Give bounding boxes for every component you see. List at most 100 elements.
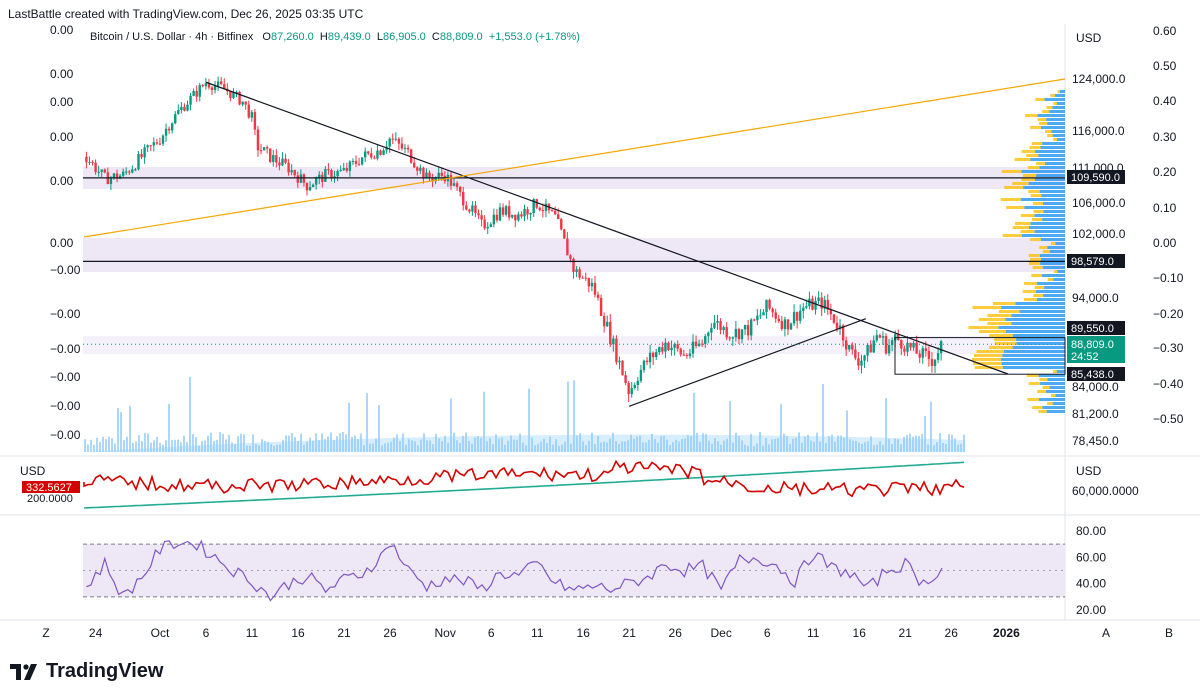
profile-bar-yellow <box>987 314 1012 317</box>
profile-bar-yellow <box>988 346 1013 349</box>
tradingview-logo-icon <box>10 663 37 680</box>
right-scale-label: −0.40 <box>1153 377 1184 391</box>
volume-bar <box>471 443 473 452</box>
volume-bar <box>348 402 350 452</box>
volume-bar <box>657 442 659 452</box>
volume-bar <box>282 440 284 452</box>
candle-body <box>863 355 866 361</box>
candle-body <box>590 282 594 287</box>
volume-bar <box>174 439 176 452</box>
candle-body <box>750 319 753 336</box>
candle-body <box>746 325 750 336</box>
profile-bar-yellow <box>1037 118 1047 121</box>
last-price-text: 88,809.0 <box>1071 339 1114 351</box>
profile-bar-yellow <box>1045 130 1052 133</box>
axis-b-label: B <box>1165 626 1173 640</box>
right-scale-label: 0.60 <box>1153 24 1177 38</box>
candle-body <box>713 322 716 328</box>
volume-bar <box>807 434 809 452</box>
candle-body <box>250 112 254 118</box>
volume-bar <box>708 440 710 452</box>
volume-bar <box>87 444 89 452</box>
price-badge-text: 98,579.0 <box>1071 256 1114 268</box>
profile-bar-yellow <box>1047 402 1053 405</box>
profile-bar-blue <box>1049 386 1065 389</box>
volume-bar <box>273 445 275 452</box>
candle-body <box>676 344 679 349</box>
candle-body <box>146 145 149 148</box>
candle-body <box>667 342 670 351</box>
volume-bar <box>105 439 107 452</box>
candle-body <box>835 322 839 329</box>
volume-bar <box>798 432 800 452</box>
candle-body <box>799 310 802 321</box>
candle-body <box>651 352 655 358</box>
volume-bar <box>930 401 932 452</box>
volume-bar <box>96 437 98 452</box>
candle-body <box>829 309 833 315</box>
indicator-teal-line <box>83 461 965 509</box>
profile-bar-blue <box>1030 158 1065 161</box>
volume-bar <box>750 433 752 452</box>
volume-bar <box>357 438 359 452</box>
profile-bar-blue <box>1039 190 1065 193</box>
candle-body <box>468 209 471 212</box>
volume-bars <box>84 376 965 452</box>
volume-bar <box>300 433 302 452</box>
profile-bar-yellow <box>1033 294 1044 297</box>
volume-bar <box>771 439 773 452</box>
volume-bar <box>525 445 527 452</box>
tradingview-brand[interactable]: TradingView <box>10 660 163 683</box>
volume-bar <box>735 432 737 452</box>
candle-body <box>186 104 189 111</box>
profile-bar-yellow <box>998 310 1020 313</box>
profile-bar-blue <box>1043 294 1065 297</box>
candle-body <box>167 128 171 131</box>
indicator-red-line <box>83 459 965 498</box>
candle-body <box>802 307 805 311</box>
volume-bar <box>591 432 593 452</box>
profile-bar-yellow <box>973 362 1002 365</box>
profile-bar-yellow <box>1047 278 1054 281</box>
volume-bar <box>846 410 848 452</box>
volume-bar <box>135 441 137 452</box>
right-scale-label: 0.50 <box>1153 59 1177 73</box>
volume-area <box>84 434 965 452</box>
volume-bar <box>432 444 434 452</box>
profile-bar-yellow <box>1033 210 1044 213</box>
volume-bar <box>390 441 392 452</box>
volume-bar <box>699 441 701 452</box>
candle-body <box>556 214 560 220</box>
volume-bar <box>789 444 791 452</box>
volume-bar <box>744 444 746 452</box>
candle-body <box>529 212 532 215</box>
volume-bar <box>183 435 185 452</box>
volume-bar <box>573 380 575 452</box>
volume-bar <box>819 441 821 452</box>
volume-bar <box>633 438 635 452</box>
volume-bar <box>834 441 836 452</box>
profile-bar-yellow <box>1012 226 1029 229</box>
candle-body <box>244 101 247 105</box>
x-axis-label: 6 <box>203 626 210 640</box>
volume-bar <box>747 445 749 452</box>
profile-bar-blue <box>1005 330 1065 333</box>
symbol-legend[interactable]: Bitcoin / U.S. Dollar · 4h · Bitfinex O8… <box>90 31 580 43</box>
candle-body <box>272 155 275 163</box>
volume-bar <box>831 434 833 452</box>
volume-bar <box>201 440 203 452</box>
candle-body <box>94 162 97 173</box>
volume-bar <box>567 381 569 452</box>
volume-bar <box>363 445 365 452</box>
candle-body <box>97 171 100 173</box>
candle-body <box>112 173 116 178</box>
profile-bar-blue <box>1037 114 1065 117</box>
volume-bar <box>321 433 323 452</box>
volume-bar <box>621 441 623 452</box>
volume-bar <box>111 438 113 452</box>
candle-body <box>881 336 885 338</box>
volume-bar <box>528 388 530 452</box>
volume-bar <box>870 436 872 452</box>
candle-body <box>452 183 456 186</box>
